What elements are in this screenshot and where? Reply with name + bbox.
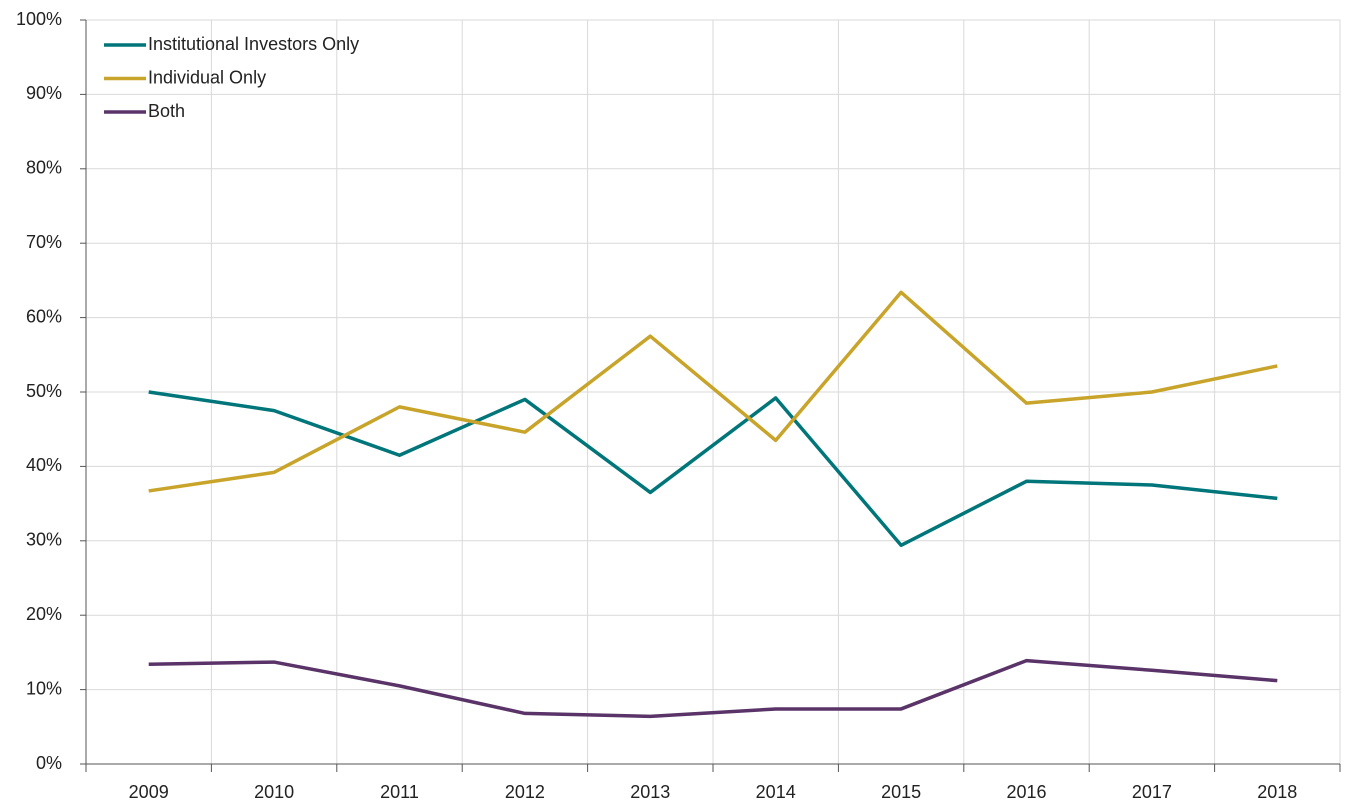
y-tick-label: 50%: [26, 381, 62, 401]
y-tick-label: 20%: [26, 604, 62, 624]
x-tick-label: 2013: [630, 782, 670, 802]
x-tick-label: 2016: [1006, 782, 1046, 802]
y-tick-label: 60%: [26, 306, 62, 326]
y-tick-label: 90%: [26, 83, 62, 103]
x-tick-label: 2017: [1132, 782, 1172, 802]
x-tick-label: 2018: [1257, 782, 1297, 802]
legend-label: Institutional Investors Only: [148, 34, 359, 54]
x-tick-label: 2015: [881, 782, 921, 802]
series-line: [148, 658, 1278, 719]
x-tick-label: 2014: [756, 782, 796, 802]
series-line: [148, 290, 1278, 493]
x-tick-label: 2009: [129, 782, 169, 802]
y-tick-label: 30%: [26, 530, 62, 550]
y-tick-label: 10%: [26, 678, 62, 698]
x-tick-label: 2010: [254, 782, 294, 802]
series-line: [148, 390, 1278, 548]
x-tick-label: 2011: [380, 782, 419, 802]
y-tick-label: 0%: [36, 753, 62, 773]
y-tick-label: 80%: [26, 158, 62, 178]
legend-label: Individual Only: [148, 67, 266, 87]
legend-label: Both: [148, 101, 185, 121]
y-tick-label: 100%: [16, 9, 62, 29]
y-tick-label: 40%: [26, 455, 62, 475]
x-tick-label: 2012: [505, 782, 545, 802]
y-tick-label: 70%: [26, 232, 62, 252]
